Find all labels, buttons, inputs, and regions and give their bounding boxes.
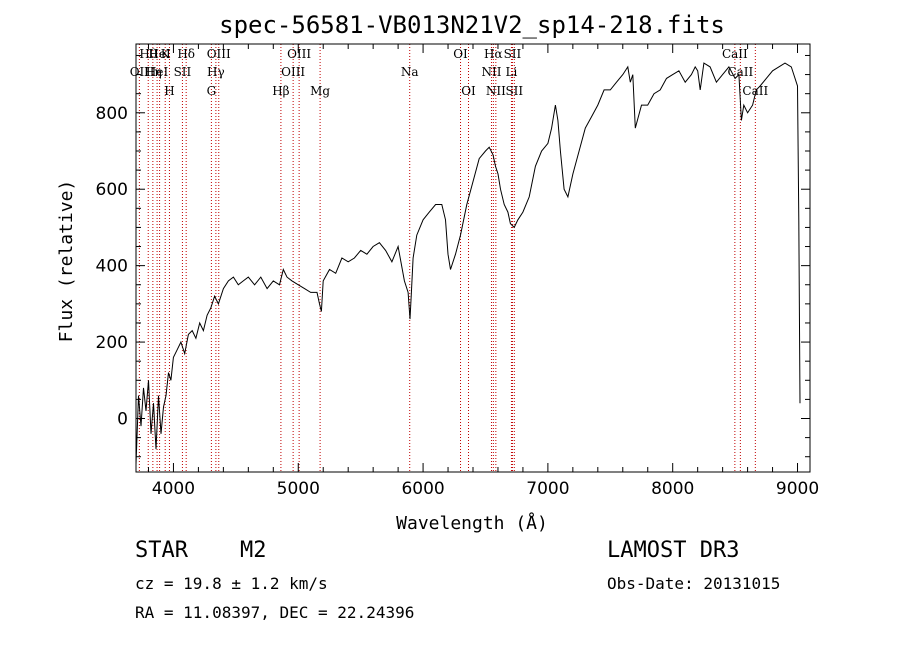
line-label-0: OII: [130, 65, 150, 79]
line-label-14: OIII: [287, 47, 311, 61]
line-label-20: Hα: [484, 47, 503, 61]
x-axis-ticks: 4000 5000 6000 7000 8000 9000: [147, 44, 819, 499]
line-label-21: NII: [486, 84, 506, 98]
line-label-12: Hβ: [272, 84, 289, 98]
y-tick-label-4: 800: [96, 104, 128, 124]
line-label-7: SII: [174, 65, 192, 79]
line-label-9: G: [207, 84, 217, 98]
spectrum-plot: spec-56581-VB013N21V2_sp14-218.fits OIIH…: [56, 11, 819, 534]
observation-date: Obs-Date: 20131015: [607, 574, 781, 593]
line-label-5: K: [161, 47, 171, 61]
x-tick-label-4: 8000: [651, 479, 694, 499]
line-label-6: H: [164, 84, 174, 98]
object-subclass: M2: [240, 538, 267, 563]
spectral-line-labels: OIIHθHηHeIHeIKHSIIHδGHγOIIIHβOIIIOIIIMgN…: [130, 47, 769, 98]
line-label-18: OI: [461, 84, 476, 98]
line-label-8: Hδ: [177, 47, 195, 61]
x-axis-label: Wavelength (Å): [396, 512, 548, 534]
line-label-17: OI: [453, 47, 468, 61]
line-label-27: CaII: [742, 84, 768, 98]
line-label-10: Hγ: [207, 65, 225, 79]
line-label-19: NII: [481, 65, 501, 79]
y-tick-label-3: 600: [96, 180, 128, 200]
y-axis-ticks: 0 200 400 600 800: [96, 54, 810, 458]
line-label-15: Mg: [310, 84, 330, 98]
line-label-2: Hη: [144, 65, 162, 79]
chart-title: spec-56581-VB013N21V2_sp14-218.fits: [219, 11, 725, 39]
y-tick-label-0: 0: [117, 410, 128, 430]
x-tick-label-2: 6000: [401, 479, 444, 499]
flux-series-line: [135, 62, 801, 465]
line-label-24: SII: [505, 84, 523, 98]
survey-name: LAMOST DR3: [607, 538, 740, 563]
line-label-3: HeI: [146, 65, 169, 79]
line-label-4: HeI: [148, 47, 171, 61]
coordinates: RA = 11.08397, DEC = 22.24396: [135, 603, 415, 622]
spectral-line-markers: [138, 44, 756, 472]
line-label-11: OIII: [207, 47, 231, 61]
object-type: STAR: [135, 538, 188, 563]
x-tick-label-1: 5000: [277, 479, 320, 499]
line-label-13: OIII: [281, 65, 305, 79]
y-tick-label-2: 400: [96, 257, 128, 277]
y-axis-label: Flux (relative): [56, 180, 77, 343]
plot-frame: [135, 43, 811, 473]
line-label-23: SII: [504, 47, 522, 61]
line-label-1: Hθ: [139, 47, 157, 61]
x-tick-label-5: 9000: [776, 479, 819, 499]
line-label-22: Li: [506, 65, 518, 79]
x-tick-label-3: 7000: [526, 479, 569, 499]
x-tick-label-0: 4000: [152, 479, 195, 499]
redshift-cz: cz = 19.8 ± 1.2 km/s: [135, 574, 328, 593]
line-label-16: Na: [401, 65, 419, 79]
line-label-25: CaII: [722, 47, 748, 61]
y-tick-label-1: 200: [96, 333, 128, 353]
